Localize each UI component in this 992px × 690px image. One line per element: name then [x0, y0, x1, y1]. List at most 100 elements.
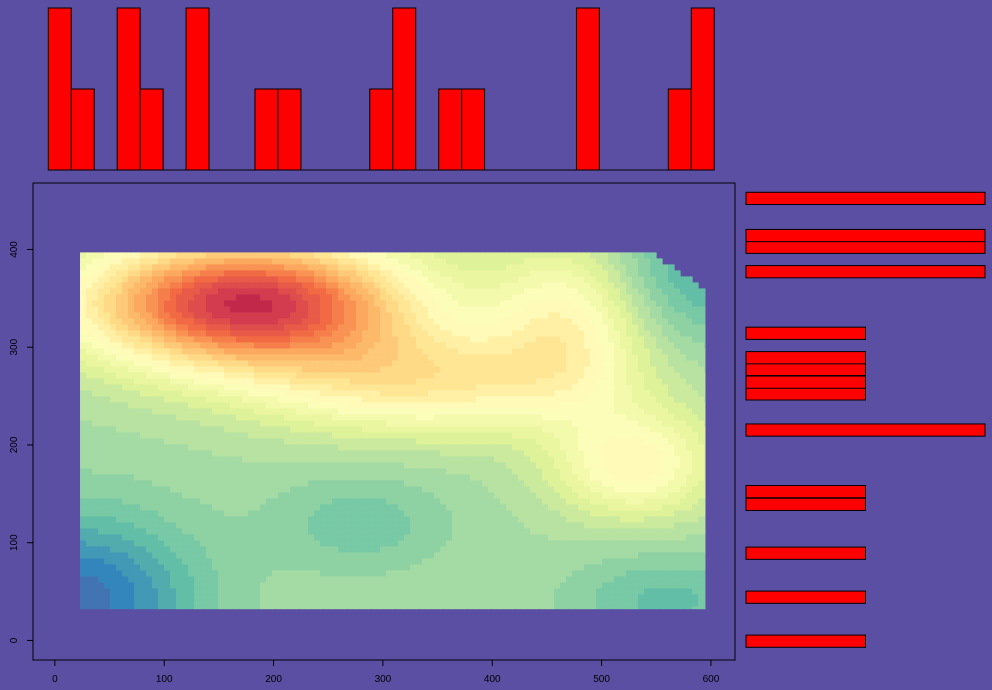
heatmap-cell	[134, 528, 141, 535]
heatmap-cell	[644, 450, 651, 457]
heatmap-cell	[464, 516, 471, 523]
heatmap-cell	[674, 426, 681, 433]
heatmap-cell	[272, 288, 279, 295]
heatmap-cell	[644, 426, 651, 433]
heatmap-cell	[266, 372, 273, 379]
heatmap-cell	[146, 408, 153, 415]
heatmap-cell	[176, 438, 183, 445]
heatmap-cell	[134, 426, 141, 433]
heatmap-cell	[704, 438, 706, 445]
heatmap-cell	[98, 252, 105, 259]
heatmap-cell	[680, 498, 687, 505]
heatmap-cell	[104, 420, 111, 427]
heatmap-cell	[398, 492, 405, 499]
heatmap-cell	[236, 270, 243, 277]
heatmap-cell	[86, 294, 93, 301]
heatmap-cell	[704, 390, 706, 397]
heatmap-cell	[704, 504, 706, 511]
heatmap-cell	[410, 294, 417, 301]
heatmap-cell	[134, 294, 141, 301]
heatmap-cell	[350, 420, 357, 427]
heatmap-cell	[206, 384, 213, 391]
heatmap-cell	[530, 402, 537, 409]
heatmap-cell	[314, 342, 321, 349]
heatmap-cell	[320, 372, 327, 379]
heatmap-cell	[560, 360, 567, 367]
heatmap-cell	[188, 342, 195, 349]
heatmap-cell	[458, 336, 465, 343]
heatmap-cell	[632, 414, 639, 421]
heatmap-cell	[530, 474, 537, 481]
heatmap-cell	[92, 516, 99, 523]
heatmap-cell	[596, 510, 603, 517]
heatmap-cell	[344, 486, 351, 493]
heatmap-cell	[566, 258, 573, 265]
heatmap-cell	[170, 438, 177, 445]
heatmap-cell	[440, 396, 447, 403]
heatmap-cell	[194, 420, 201, 427]
heatmap-cell	[584, 420, 591, 427]
heatmap-cell	[644, 522, 651, 529]
heatmap-cell	[524, 492, 531, 499]
heatmap-cell	[494, 306, 501, 313]
heatmap-cell	[632, 474, 639, 481]
heatmap-cell	[620, 348, 627, 355]
heatmap-cell	[470, 282, 477, 289]
heatmap-cell	[620, 378, 627, 385]
heatmap-cell	[422, 294, 429, 301]
heatmap-cell	[476, 438, 483, 445]
heatmap-cell	[596, 348, 603, 355]
heatmap-cell	[302, 534, 309, 541]
heatmap-cell	[218, 270, 225, 277]
heatmap-cell	[224, 474, 231, 481]
heatmap-cell	[260, 492, 267, 499]
heatmap-cell	[680, 480, 687, 487]
heatmap-cell	[104, 504, 111, 511]
heatmap-cell	[650, 270, 657, 277]
heatmap-cell	[698, 414, 705, 421]
heatmap-cell	[668, 426, 675, 433]
heatmap-cell	[668, 318, 675, 325]
heatmap-cell	[296, 324, 303, 331]
heatmap-cell	[290, 348, 297, 355]
heatmap-cell	[404, 438, 411, 445]
heatmap-cell	[626, 492, 633, 499]
heatmap-cell	[386, 420, 393, 427]
heatmap-cell	[554, 498, 561, 505]
heatmap-cell	[344, 426, 351, 433]
heatmap-cell	[224, 300, 231, 307]
heatmap-cell	[638, 504, 645, 511]
heatmap-cell	[668, 342, 675, 349]
heatmap-cell	[254, 504, 261, 511]
heatmap-cell	[314, 462, 321, 469]
heatmap-cell	[290, 390, 297, 397]
heatmap-cell	[572, 252, 579, 259]
heatmap-cell	[674, 486, 681, 493]
heatmap-cell	[416, 342, 423, 349]
heatmap-cell	[422, 510, 429, 517]
heatmap-cell	[368, 372, 375, 379]
heatmap-cell	[530, 450, 537, 457]
heatmap-cell	[422, 474, 429, 481]
heatmap-cell	[350, 402, 357, 409]
heatmap-cell	[500, 288, 507, 295]
heatmap-cell	[272, 366, 279, 373]
heatmap-cell	[290, 528, 297, 535]
heatmap-cell	[440, 468, 447, 475]
heatmap-cell	[596, 420, 603, 427]
heatmap-cell	[392, 288, 399, 295]
heatmap-cell	[254, 486, 261, 493]
heatmap-cell	[128, 252, 135, 259]
heatmap-cell	[578, 492, 585, 499]
heatmap-cell	[290, 474, 297, 481]
heatmap-cell	[674, 276, 681, 283]
heatmap-cell	[176, 432, 183, 439]
heatmap-cell	[152, 522, 159, 529]
heatmap-cell	[284, 432, 291, 439]
heatmap-cell	[272, 330, 279, 337]
heatmap-cell	[326, 456, 333, 463]
heatmap-cell	[332, 348, 339, 355]
heatmap-cell	[452, 342, 459, 349]
heatmap-cell	[566, 318, 573, 325]
heatmap-cell	[266, 306, 273, 313]
